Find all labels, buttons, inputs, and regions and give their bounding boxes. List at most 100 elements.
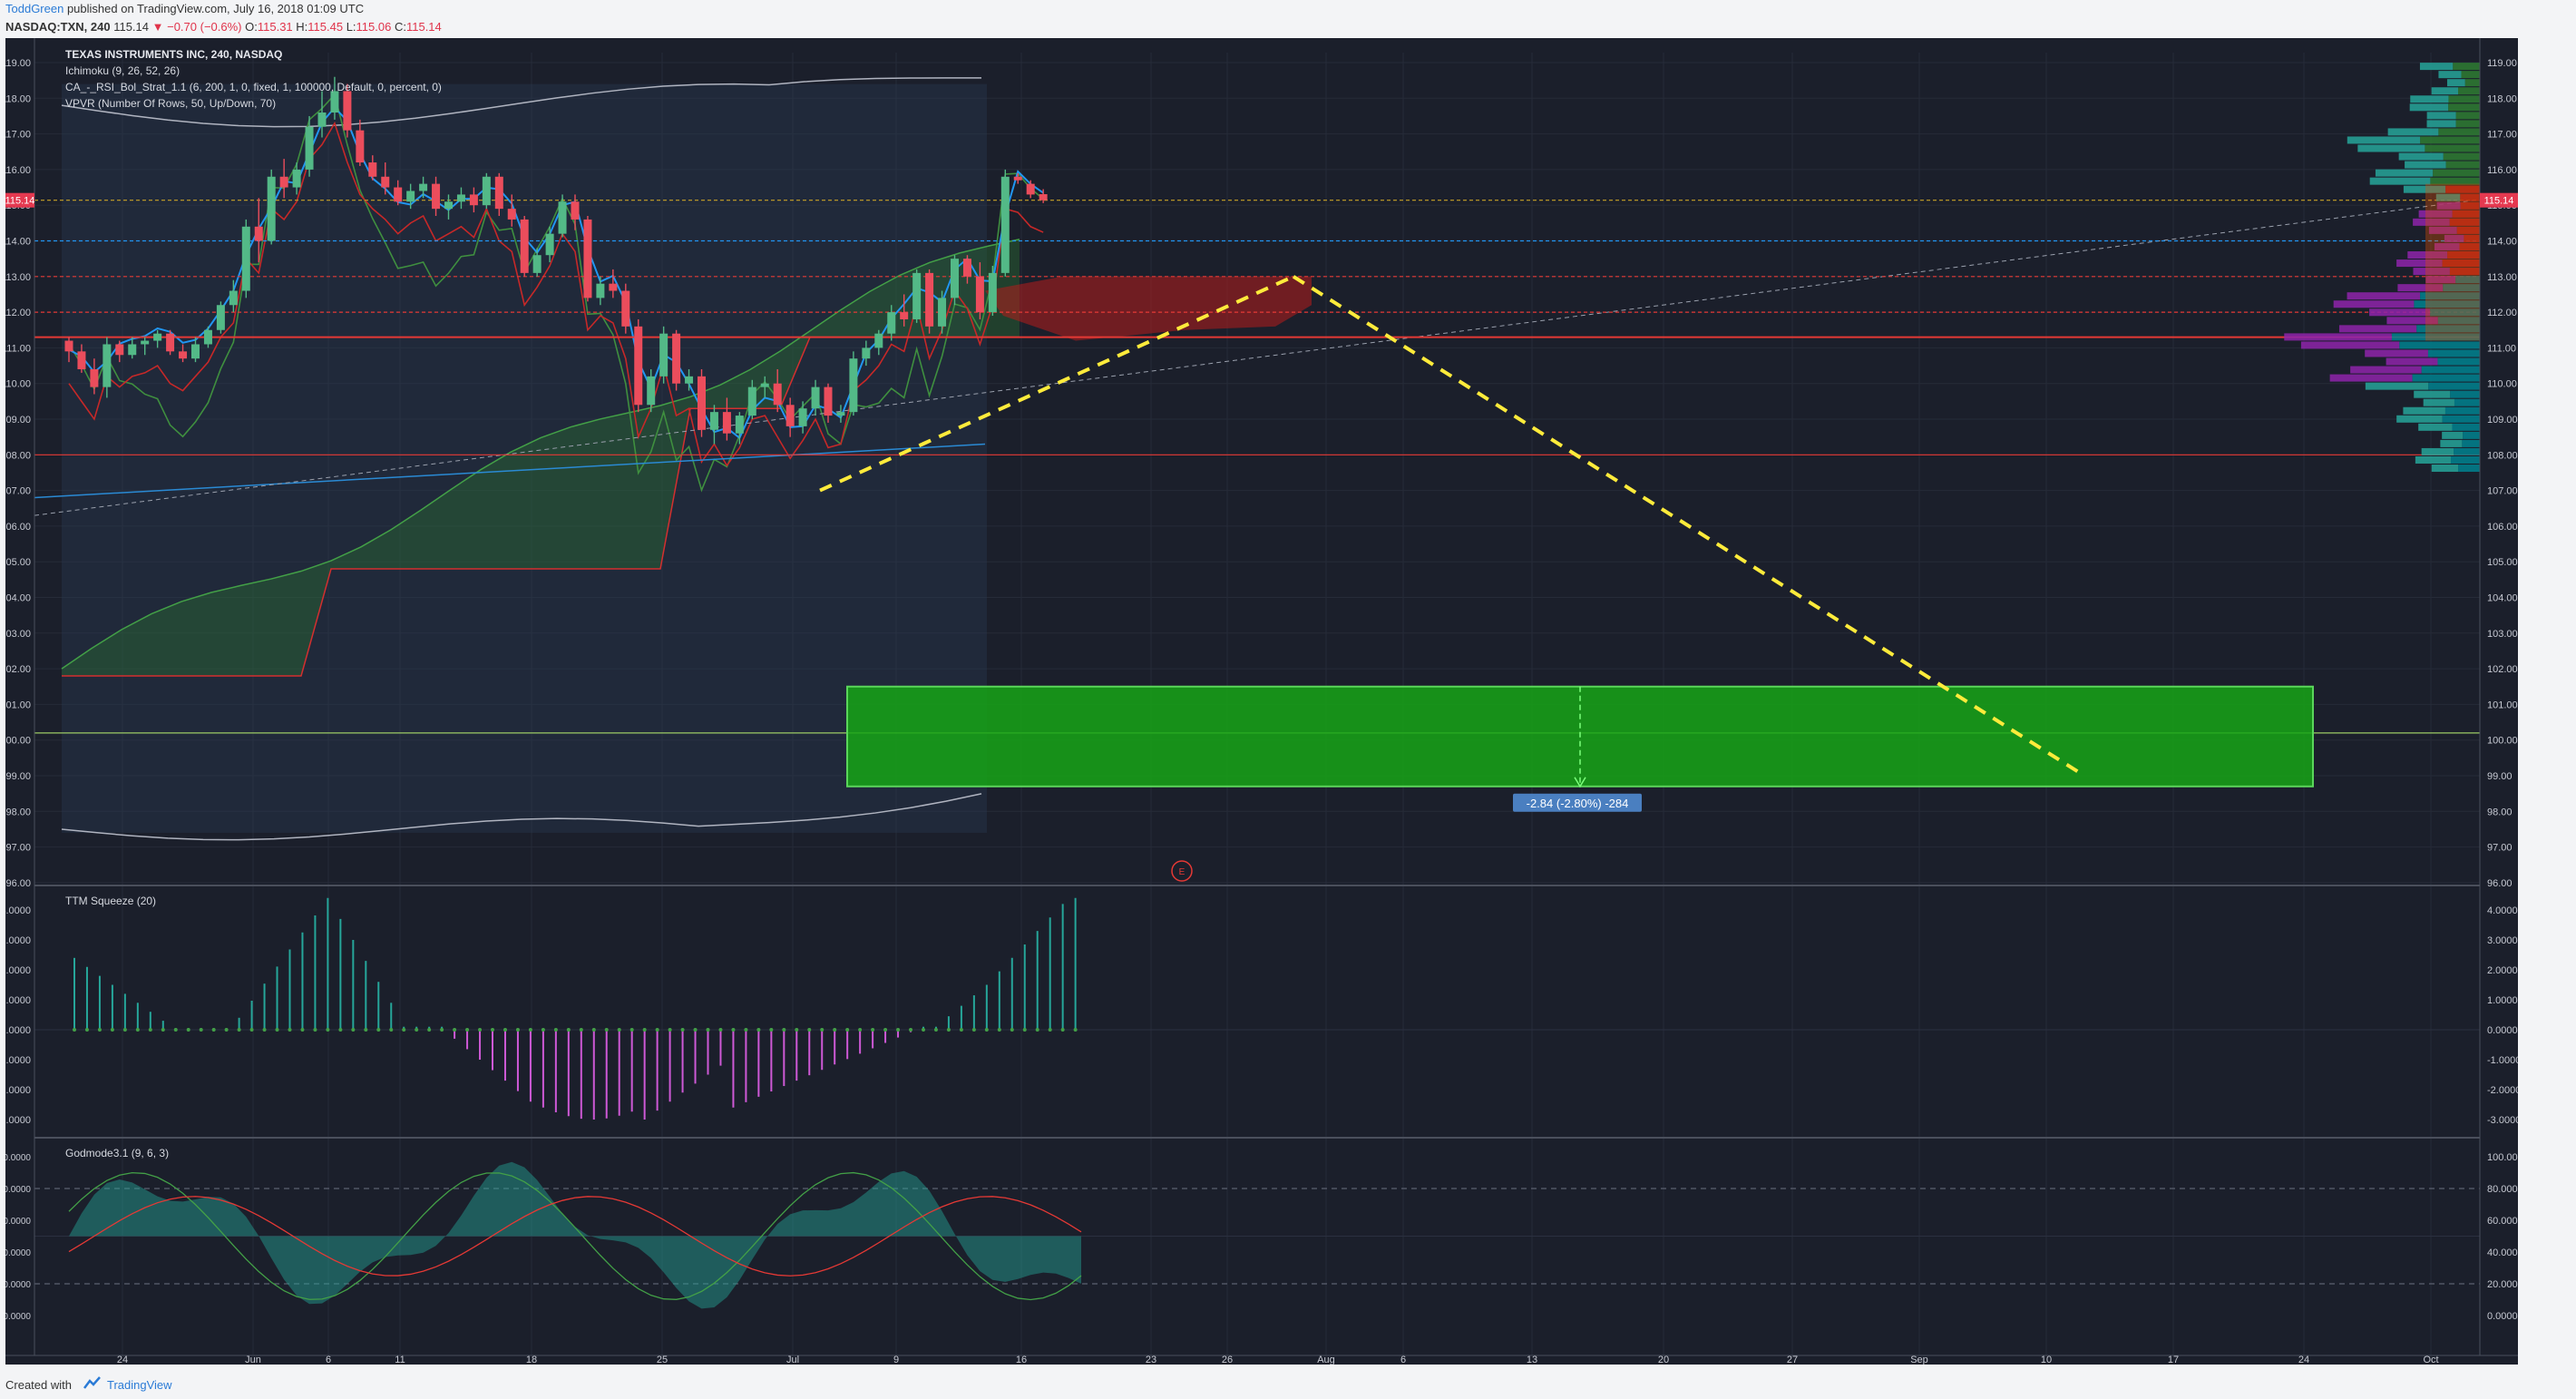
candle-body xyxy=(709,412,718,430)
squeeze-dot xyxy=(110,1028,114,1032)
price-tick-right: 103.00 xyxy=(2487,629,2518,640)
price-tick-right: 118.00 xyxy=(2487,93,2517,104)
low-label: L: xyxy=(346,20,356,34)
time-label: 17 xyxy=(2168,1355,2179,1365)
squeeze-dot xyxy=(1048,1028,1052,1032)
author-link[interactable]: ToddGreen xyxy=(5,2,64,15)
squeeze-dot xyxy=(833,1028,837,1032)
candle-body xyxy=(494,176,503,210)
earnings-letter: E xyxy=(1179,867,1186,877)
squeeze-dot xyxy=(97,1028,102,1032)
vpvr-down-bar xyxy=(2433,169,2480,177)
vpvr-up-bar xyxy=(2425,276,2456,284)
squeeze-dot xyxy=(795,1028,799,1032)
vpvr-down-bar xyxy=(2456,226,2480,234)
axes: 119.00 119.00 118.00 118.00 117.00 117.00 116.… xyxy=(5,38,2518,1365)
squeeze-dot xyxy=(288,1028,292,1032)
vpvr-up-bar xyxy=(2409,103,2449,112)
price-tick-left: 119.00 xyxy=(5,58,31,69)
squeeze-dot xyxy=(1060,1028,1065,1032)
candle-body xyxy=(406,191,415,202)
vpvr-up-bar xyxy=(2350,366,2422,374)
squeeze-dot xyxy=(237,1028,241,1032)
candle-body xyxy=(166,333,175,352)
squeeze-dot xyxy=(909,1028,913,1032)
vpvr-down-bar xyxy=(2463,431,2480,439)
squeeze-dot xyxy=(224,1028,229,1032)
price-tag-left xyxy=(5,192,34,208)
squeeze-dot xyxy=(478,1028,483,1032)
ttm-squeeze-panel xyxy=(34,897,2480,1120)
projection-lines[interactable]: E xyxy=(819,274,2086,882)
squeeze-tick-right: 2.0000 xyxy=(2487,965,2518,976)
price-tick-right: 111.00 xyxy=(2487,343,2516,354)
price-tag-right xyxy=(2480,192,2518,208)
vpvr-down-bar xyxy=(2455,276,2480,284)
vpvr-down-bar xyxy=(2454,447,2480,455)
price-tick-right: 99.00 xyxy=(2487,771,2513,782)
time-label: 24 xyxy=(117,1355,128,1365)
ichimoku-legend[interactable]: Ichimoku (9, 26, 52, 26) xyxy=(65,64,181,77)
squeeze-tick-left: 0.0000 xyxy=(5,1025,31,1036)
vpvr-down-bar xyxy=(2420,136,2480,144)
squeeze-tick-left: -3.0000 xyxy=(5,1115,31,1126)
strategy-legend[interactable]: CA_-_RSI_Bol_Strat_1.1 (6, 200, 1, 0, fi… xyxy=(65,81,442,93)
chart-svg[interactable]: -2.84 (-2.80%) -284 E 119.00 119.00 118.00… xyxy=(5,38,2518,1365)
price-tick-right: 110.00 xyxy=(2487,379,2517,390)
godmode-legend[interactable]: Godmode3.1 (9, 6, 3) xyxy=(65,1147,170,1159)
squeeze-dot xyxy=(503,1028,507,1032)
candle-body xyxy=(1039,194,1048,201)
squeeze-dot xyxy=(364,1028,368,1032)
vpvr-up-bar xyxy=(2398,152,2444,161)
candle-body xyxy=(203,329,212,345)
squeeze-dot xyxy=(541,1028,545,1032)
time-label: 27 xyxy=(1787,1355,1798,1365)
godmode-tick-right: 0.0000 xyxy=(2487,1311,2518,1322)
vpvr-down-bar xyxy=(2447,251,2480,259)
vpvr-up-bar xyxy=(2415,455,2451,464)
squeeze-dot xyxy=(491,1028,495,1032)
vpvr-down-bar xyxy=(2442,415,2480,423)
squeeze-dot xyxy=(845,1028,850,1032)
vpvr-down-bar xyxy=(2452,423,2480,431)
vpvr-down-bar xyxy=(2412,374,2480,382)
bollinger-shade xyxy=(62,83,987,833)
vpvr-down-bar xyxy=(2442,259,2480,268)
squeeze-dot xyxy=(249,1028,254,1032)
time-label: Aug xyxy=(1317,1355,1335,1365)
chart-canvas[interactable]: -2.84 (-2.80%) -284 E 119.00 119.00 118.00… xyxy=(5,38,2518,1365)
time-label: 9 xyxy=(893,1355,899,1365)
high-value: 115.45 xyxy=(307,20,344,34)
price-tag-left-text: 115.14 xyxy=(5,196,34,207)
candle-body xyxy=(798,408,807,426)
squeeze-dot xyxy=(769,1028,774,1032)
vpvr-up-bar xyxy=(2347,136,2421,144)
candle-body xyxy=(317,113,327,127)
price-tick-left: 103.00 xyxy=(5,629,31,640)
candle-body xyxy=(432,183,441,210)
squeeze-dot xyxy=(351,1028,356,1032)
godmode-tick-left: 100.0000 xyxy=(5,1153,31,1163)
squeeze-dot xyxy=(338,1028,343,1032)
time-label: Jul xyxy=(786,1355,799,1365)
open-label: O: xyxy=(245,20,258,34)
target-zone[interactable]: -2.84 (-2.80%) -284 xyxy=(846,685,2314,812)
price-tick-left: 113.00 xyxy=(5,272,31,283)
vpvr-up-bar xyxy=(2423,398,2454,406)
squeeze-tick-left: 2.0000 xyxy=(5,965,31,976)
time-label: 18 xyxy=(526,1355,537,1365)
squeeze-dot xyxy=(807,1028,812,1032)
squeeze-dot xyxy=(1010,1028,1014,1032)
vpvr-up-bar xyxy=(2428,226,2457,234)
vpvr-up-bar xyxy=(2431,87,2459,95)
squeeze-tick-right: 0.0000 xyxy=(2487,1025,2518,1036)
squeeze-dot xyxy=(199,1028,203,1032)
vpvr-up-bar xyxy=(2365,382,2429,390)
squeeze-dot xyxy=(997,1028,1001,1032)
candle-body xyxy=(469,194,478,206)
candle-body xyxy=(558,201,567,234)
squeeze-legend[interactable]: TTM Squeeze (20) xyxy=(65,895,157,907)
vpvr-legend[interactable]: VPVR (Number Of Rows, 50, Up/Down, 70) xyxy=(65,97,277,110)
tradingview-link[interactable]: TradingView xyxy=(107,1378,172,1392)
squeeze-dot xyxy=(642,1028,647,1032)
